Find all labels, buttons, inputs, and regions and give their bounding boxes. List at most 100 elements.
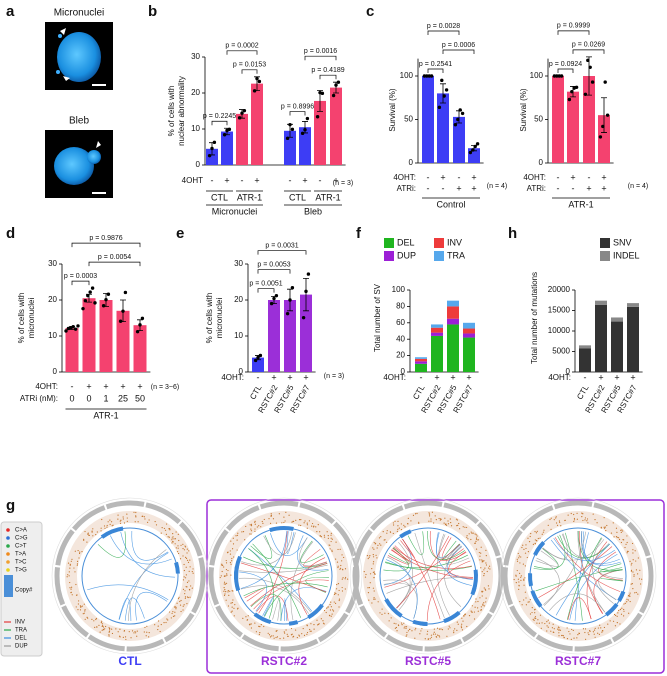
mutation-dot [296,636,298,639]
mutation-dot [236,534,239,536]
row-value: + [120,381,125,391]
mutation-dot [304,520,306,522]
mutation-dot [250,523,253,525]
mutation-dot [191,570,193,573]
copy-number-ring [81,527,179,625]
bar-segment [447,324,459,372]
mutation-dot [550,517,552,519]
mutation-dot [537,537,539,540]
sv-chord [414,532,445,619]
sv-chord [240,531,287,589]
sv-chord [533,534,566,570]
mutation-dot [76,563,79,565]
mutation-dot [338,598,341,600]
mutation-dot [87,532,89,534]
mutation-dot [223,575,226,577]
mutation-dot [374,598,376,600]
mutation-dot [477,539,480,541]
mutation-dot [407,522,409,525]
mutation-dot [178,539,180,542]
mutation-dot [439,636,441,638]
sv-chord [396,541,414,609]
mutation-dot [535,617,537,620]
row-value: - [557,183,560,193]
mutation-dot [478,551,480,554]
mutation-dot [618,609,620,612]
mutation-dot [576,637,578,639]
mutation-dot [387,613,389,615]
mutation-dot [474,533,476,535]
mutation-dot [326,531,328,533]
mutation-dot [552,623,554,625]
mutation-dot [303,522,305,524]
mutation-dot [483,569,485,571]
mutation-dot [620,529,622,531]
mutation-dot [227,591,229,593]
sv-chord [600,578,623,582]
mutation-dot [146,631,148,633]
mutation-dot [163,527,166,530]
mutation-dot [244,539,246,541]
mutation-dot [483,587,485,589]
group-label: CTL [211,192,228,202]
mutation-dot [98,624,100,627]
mutation-dot [544,622,546,625]
mutation-dot [363,571,365,573]
mutation-dot [582,628,585,630]
data-point [574,85,579,90]
sv-chord [243,556,328,569]
sv-chord [262,595,274,617]
mutation-dot [339,548,341,550]
mutation-dot [459,528,461,530]
mutation-dot [386,532,388,534]
sv-chord [387,556,411,609]
mutation-dot [263,518,265,521]
mutation-dot [79,609,82,611]
row-value: + [614,372,619,382]
mutation-dot [306,527,308,529]
mutation-dot [430,634,433,636]
mutation-dot [447,523,450,525]
circos-band [65,511,195,641]
mutation-dot [160,532,162,534]
y-axis-label: micronuclei [27,298,36,339]
mutation-dot [341,568,344,570]
mutation-dot [159,630,161,633]
mutation-dot [382,531,384,533]
mutation-dot [123,630,125,632]
mutation-dot [626,535,628,537]
mutation-dot [171,537,173,539]
mutation-dot [372,563,374,565]
p-value: p = 0.4189 [311,67,344,74]
mutation-dot [180,610,182,613]
mutation-dot [373,571,375,573]
row-label: 4OHT: [523,173,546,182]
mutation-dot [428,512,430,514]
legend-label: TRA [15,628,27,634]
mutation-dot [372,587,375,589]
nucleus [54,147,94,185]
mutation-dot [627,599,629,601]
sv-chord [542,533,568,560]
mutation-dot [373,548,375,550]
mutation-dot [230,563,232,565]
mutation-dot [481,561,483,563]
mutation-dot [635,569,638,571]
mutation-dot [337,594,339,596]
mutation-dot [629,560,631,563]
mutation-dot [555,522,558,524]
copy-number-arc [470,587,477,596]
data-point [453,123,458,127]
mutation-dot [445,524,448,526]
row-label: 4OHT: [393,173,416,182]
y-tick-label: 0 [539,158,544,167]
mutation-dot [255,631,257,633]
mutation-dot [379,612,381,614]
mutation-dot [534,616,537,618]
mutation-dot [258,625,260,627]
mutation-dot [103,525,106,527]
mutation-dot [610,532,613,534]
mutation-dot [461,629,464,631]
mutation-dot [231,610,233,612]
mutation-dot [327,606,329,608]
